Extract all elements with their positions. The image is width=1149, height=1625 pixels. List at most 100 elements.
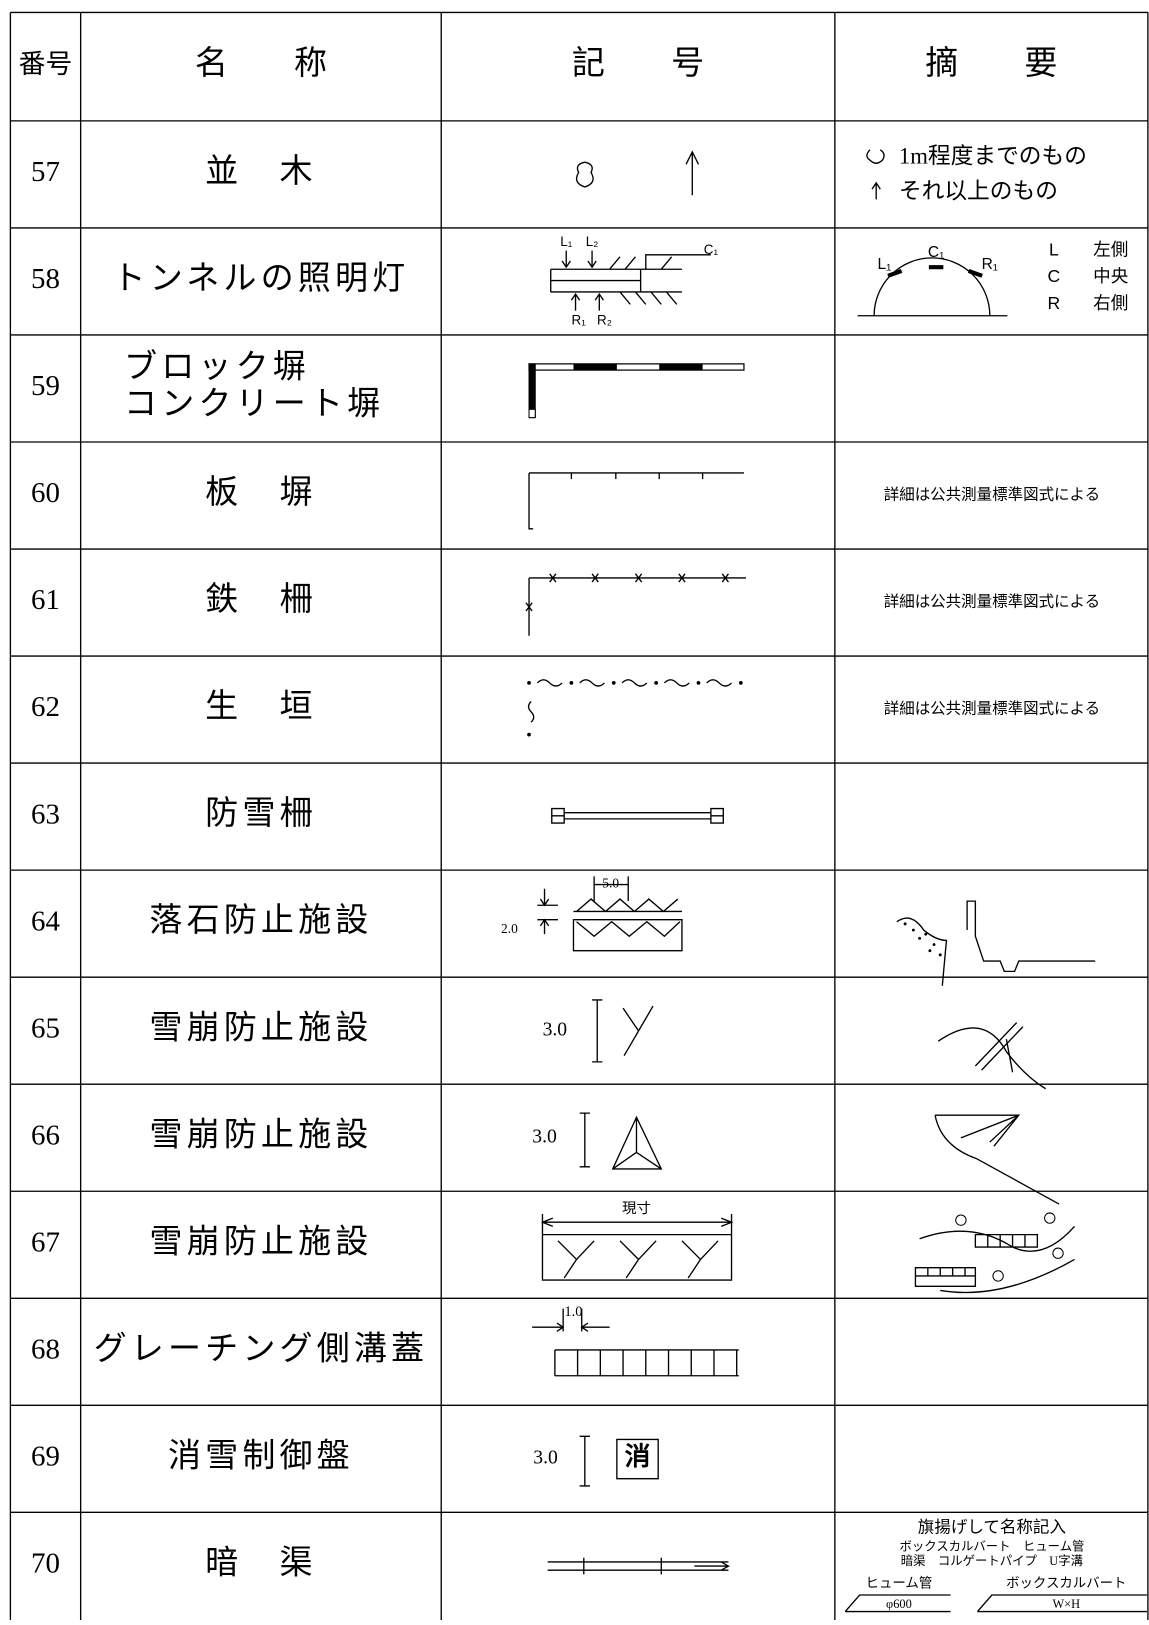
row-name: 防雪柵 (205, 795, 317, 832)
row-number: 66 (31, 1119, 60, 1151)
row-name: 雪崩防止施設 (149, 1116, 372, 1153)
table-row: 68 グレーチング側溝蓋 1.0 (31, 1304, 739, 1377)
symbol-drawing (525, 573, 747, 636)
remark-text: 1m程度までのもの (899, 143, 1087, 168)
remark-text: 右側 (1093, 293, 1128, 313)
tree-mark (955, 1214, 967, 1226)
remark-text: 詳細は公共測量標準図式による (884, 485, 1100, 503)
symbol-drawing (579, 1435, 659, 1487)
table-row: 63 防雪柵 (31, 795, 724, 832)
row-number: 69 (31, 1440, 60, 1472)
remark-text: C (1048, 266, 1061, 286)
rock-dot (928, 949, 932, 953)
hedge-dot (611, 681, 616, 685)
table-row: 62 生 垣 詳細は公共測量標準図式による (31, 679, 1100, 737)
symbol-label: 2.0 (501, 921, 518, 936)
row-number: 64 (31, 905, 60, 937)
remark-text: 旗揚げして名称記入 (918, 1518, 1066, 1537)
symbol-label: 消 (625, 1442, 651, 1471)
symbol-drawing (579, 1112, 663, 1170)
remark-drawing (934, 1114, 1060, 1205)
symbol-label: 3.0 (532, 1126, 557, 1147)
hedge-dot (527, 732, 531, 737)
row-name: 消雪制御盤 (168, 1437, 354, 1474)
row-number: 63 (31, 798, 60, 830)
symbol-drawing (540, 1213, 734, 1281)
remark-text: ボックスカルバート (1006, 1576, 1126, 1591)
remark-text: ボックスカルバート ヒューム管 (899, 1538, 1084, 1553)
row-number: 65 (31, 1012, 60, 1044)
row-name: 板 塀 (205, 474, 317, 511)
wall-segment (573, 363, 617, 371)
remark-text: W×H (1052, 1597, 1080, 1611)
hedge-dot (569, 681, 574, 685)
rock-dot (918, 936, 922, 940)
lamp-mark (887, 268, 903, 278)
remark-text: R₁ (982, 256, 998, 273)
row-number: 68 (31, 1333, 60, 1365)
remark-text: ヒューム管 (866, 1576, 933, 1591)
table-row: 58 トンネルの照明灯 L₁ L₂ C₁ R₁ R₂ L₁ C₁ R₁ L 左側 C 中央 R 右側 (31, 234, 1129, 328)
hedge-dot (738, 681, 743, 685)
row-number: 62 (31, 691, 60, 723)
remark-text: L (1049, 239, 1059, 259)
symbol-drawing (537, 876, 683, 952)
table-row: 60 板 塀 詳細は公共測量標準図式による (31, 472, 1100, 530)
row-name: 生 垣 (205, 688, 317, 725)
row-number: 59 (31, 370, 60, 402)
symbol-label: 現寸 (622, 1200, 651, 1217)
row-name: 並 木 (205, 153, 317, 190)
hedge-dot (527, 681, 531, 685)
wall-symbol (528, 408, 536, 419)
remark-text: 中央 (1093, 266, 1129, 286)
row-name: 落石防止施設 (149, 902, 372, 939)
remark-drawing (896, 900, 1096, 986)
tree-mark (1044, 1212, 1056, 1224)
remark-text: 詳細は公共測量標準図式による (884, 699, 1100, 717)
table-row: 66 雪崩防止施設 3.0 (31, 1112, 1060, 1205)
symbol-drawing (532, 1308, 739, 1377)
header-cell: 名 称 (195, 45, 327, 82)
symbol-label: L₂ (586, 234, 599, 249)
row-name: 雪崩防止施設 (149, 1009, 372, 1046)
row-number: 57 (31, 156, 60, 188)
row-name: トンネルの照明灯 (113, 261, 410, 297)
row-number: 60 (31, 477, 60, 509)
rock-dot (932, 943, 936, 946)
tree-mark (1052, 1247, 1064, 1259)
row-name: 鉄 柵 (205, 581, 317, 618)
flag-line (844, 1594, 1147, 1613)
symbol-drawing (575, 150, 700, 196)
remark-text: 暗渠 コルゲートパイプ U字溝 (901, 1553, 1083, 1568)
remark-text: φ600 (886, 1597, 912, 1611)
table-row: 65 雪崩防止施設 3.0 (31, 999, 1046, 1090)
rock-dot (938, 953, 942, 957)
row-name: コンクリート塀 (124, 387, 384, 423)
symbol-label: R₁ (572, 312, 587, 327)
row-name: ブロック塀 (124, 348, 310, 385)
table-row: 67 雪崩防止施設 現寸 (31, 1200, 1076, 1294)
wall-segment (659, 363, 703, 371)
remark-drawing (857, 257, 1008, 317)
symbol-label: 3.0 (543, 1019, 568, 1040)
lamp-mark (928, 265, 944, 270)
hedge-dot (696, 681, 701, 685)
symbol-drawing (551, 807, 724, 824)
hedge-dot (654, 681, 658, 685)
symbol-drawing (592, 999, 654, 1063)
rock-dot (903, 922, 907, 926)
row-number: 70 (31, 1548, 60, 1580)
table-row: 64 落石防止施設 5.0 2.0 (31, 876, 1096, 986)
tree-mark (992, 1270, 1004, 1282)
symbol-drawing (547, 1557, 730, 1575)
remark-drawing (937, 1022, 1046, 1090)
row-name: 雪崩防止施設 (149, 1223, 372, 1260)
symbol-label: L₁ (560, 234, 572, 249)
remark-text: 詳細は公共測量標準図式による (884, 592, 1100, 610)
remark-text: L₁ (878, 256, 892, 273)
table-row: 69 消雪制御盤 3.0 消 (31, 1435, 659, 1487)
symbol-label: 1.0 (564, 1304, 582, 1320)
